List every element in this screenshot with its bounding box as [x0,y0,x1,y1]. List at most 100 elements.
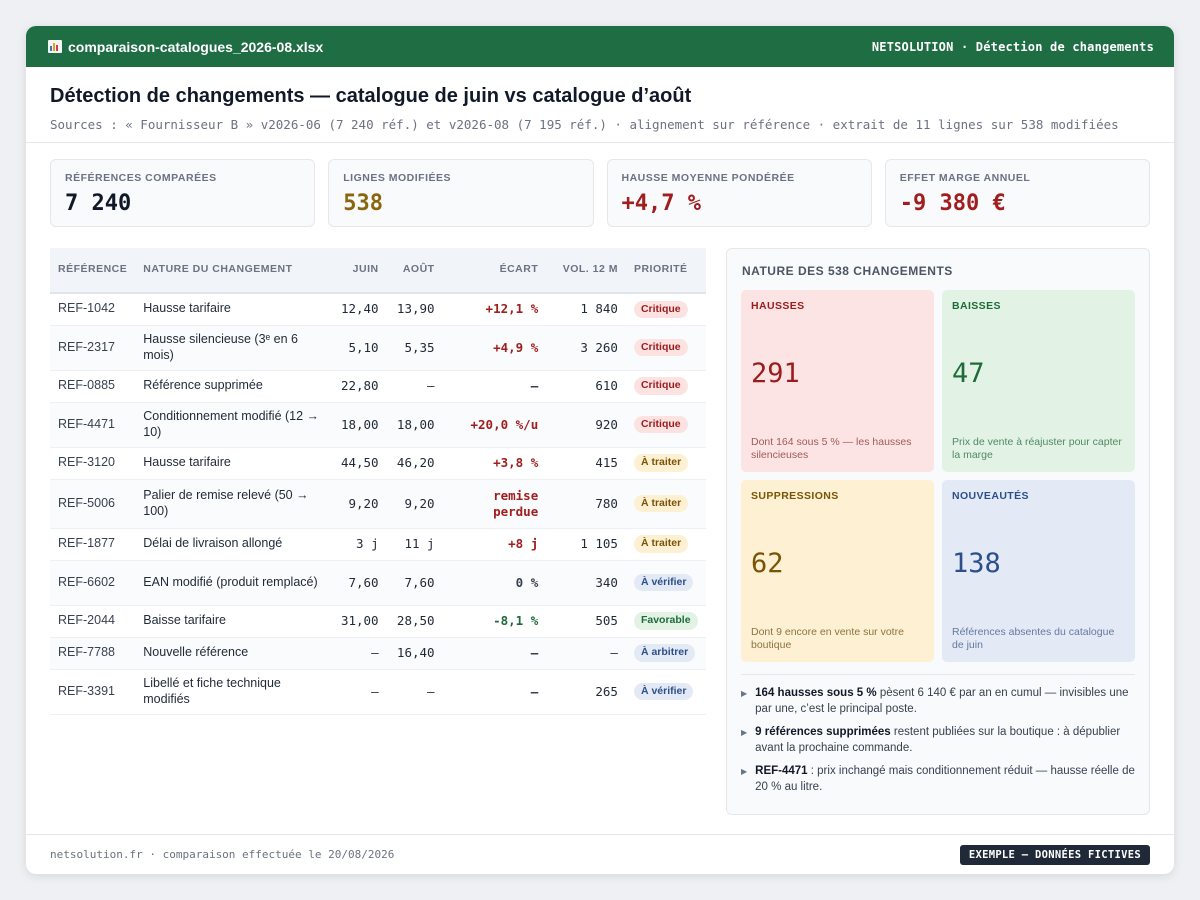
column-header-gap[interactable]: ÉCART [442,248,547,294]
priority-cell: À traiter [625,528,706,561]
note-rest: : prix inchangé mais conditionnement réd… [755,765,1135,794]
kpi-row: Références comparées 7 240 Lignes modifi… [50,159,1150,227]
gap-cell: — [442,637,547,670]
reference-cell: REF-5006 [50,479,136,529]
tile-value: 47 [952,358,985,389]
priority-badge[interactable]: À traiter [633,454,689,472]
priority-badge[interactable]: Critique [633,377,688,395]
august-value-cell: 5,35 [386,325,443,371]
table-row[interactable]: REF-1877 Délai de livraison allongé 3 j 11 … [50,528,706,561]
nature-cell: Délai de livraison allongé [135,528,331,561]
reference-cell: REF-2044 [50,605,136,638]
june-value-cell: 31,00 [330,605,387,638]
table-row[interactable]: REF-0885 Référence supprimée 22,80— —610 Cri… [50,370,706,403]
june-value-cell: 22,80 [330,370,387,403]
gap-cell: +20,0 %/u [442,402,547,448]
priority-badge[interactable]: Critique [633,338,688,357]
reference-cell: REF-1877 [50,528,136,561]
table-row[interactable]: REF-2044 Baisse tarifaire 31,00 28,50 -8,1 %… [50,605,706,638]
volume-cell: 3 260 [546,325,626,371]
gap-cell: +4,9 % [442,325,547,371]
priority-cell: Critique [625,293,706,326]
reference-cell: REF-6602 [50,560,136,606]
tile-note: Références absentes du catalogue de juin [952,625,1115,651]
note-highlight: 9 références supprimées [755,726,891,739]
priority-badge[interactable]: À arbitrer [633,644,696,662]
gap-cell: -8,1 % [442,605,547,638]
summary-tiles: HAUSSES 291 Dont 164 sous 5 % — les haus… [741,290,1135,662]
kpi-card-references: Références comparées 7 240 [50,159,316,227]
column-header-volume[interactable]: VOL. 12 M [546,248,626,294]
table-header-row: RÉFÉRENCE NATURE DU CHANGEMENT JUIN AOÛT… [50,248,706,294]
note-text: 164 hausses sous 5 % pèsent 6 140 € par … [755,685,1135,717]
priority-badge[interactable]: À vérifier [633,573,694,592]
volume-cell: 1 840 [546,293,626,326]
changes-table: RÉFÉRENCE NATURE DU CHANGEMENT JUIN AOÛT… [50,248,706,715]
column-header-june[interactable]: JUIN [330,248,387,294]
app-window: comparaison-catalogues_2026-08.xlsx NETS… [26,26,1174,874]
august-value-cell: 11 j [386,528,443,561]
tile-value: 138 [952,548,1001,579]
volume-cell: 415 [546,447,626,480]
tile-label: HAUSSES [751,300,805,312]
june-value-cell: 5,10 [330,325,387,371]
june-value-cell: 3 j [330,528,387,561]
august-value-cell: 13,90 [386,293,443,326]
priority-badge[interactable]: À traiter [633,494,689,513]
volume-cell: 920 [546,402,626,448]
volume-cell: 780 [546,479,626,529]
panel-title: NATURE DES 538 CHANGEMENTS [742,264,953,278]
page-footer: netsolution.fr · comparaison effectuée l… [26,834,1174,874]
nature-cell: Palier de remise relevé (50 → 100) [135,479,331,529]
tile-note: Dont 9 encore en vente sur votre boutiqu… [751,625,904,651]
priority-cell: À traiter [625,479,706,529]
kpi-card-modified-lines: Lignes modifiées 538 [328,159,594,227]
priority-cell: Critique [625,402,706,448]
column-header-priority[interactable]: PRIORITÉ [625,248,706,294]
gap-cell: — [442,370,547,403]
kpi-label: Hausse moyenne pondérée [621,172,795,184]
column-header-nature[interactable]: NATURE DU CHANGEMENT [135,248,331,294]
reference-cell: REF-3391 [50,669,136,715]
priority-badge[interactable]: Critique [633,415,688,434]
gap-cell: +8 j [442,528,547,561]
bullet-arrow-icon: ▶ [741,689,748,698]
table-row[interactable]: REF-4471 Conditionnement modifié (12 → 10… [50,402,706,448]
reference-cell: REF-7788 [50,637,136,670]
table-row[interactable]: REF-7788 Nouvelle référence —16,40— — À arbi… [50,637,706,670]
column-header-reference[interactable]: RÉFÉRENCE [50,248,136,294]
volume-cell: 610 [546,370,626,403]
june-value-cell: 7,60 [330,560,387,606]
priority-badge[interactable]: Critique [633,300,688,318]
gap-cell: +12,1 % [442,293,547,326]
kpi-label: Références comparées [65,172,217,184]
tile-label: NOUVEAUTÉS [952,490,1029,502]
priority-badge[interactable]: À vérifier [633,682,694,701]
table-row[interactable]: REF-3120 Hausse tarifaire 44,50 46,20 +3,8 %… [50,447,706,480]
june-value-cell: 12,40 [330,293,387,326]
kpi-label: Effet marge annuel [899,172,1031,184]
insight-note: ▶ 9 références supprimées restent publié… [741,724,1135,756]
gap-cell: +3,8 % [442,447,547,480]
sources-line: Sources : « Fournisseur B » v2026-06 (7 … [50,117,1119,132]
table-row[interactable]: REF-2317 Hausse silencieuse (3ᵉ en 6 mois… [50,325,706,371]
volume-cell: 265 [546,669,626,715]
kpi-value: +4,7 % [621,191,701,216]
priority-cell: À vérifier [625,560,706,606]
title-bar: comparaison-catalogues_2026-08.xlsx NETS… [26,26,1174,67]
nature-cell: Hausse tarifaire [135,293,331,326]
bullet-arrow-icon: ▶ [741,728,748,738]
priority-cell: Favorable [625,605,706,638]
insight-note: ▶ 164 hausses sous 5 % pèsent 6 140 € pa… [741,685,1135,717]
tile-decreases: BAISSES 47 Prix de vente à réajuster pou… [942,290,1135,472]
priority-badge[interactable]: Favorable [633,612,698,630]
table-row[interactable]: REF-5006 Palier de remise relevé (50 → 10… [50,479,706,529]
bullet-arrow-icon: ▶ [741,767,748,777]
note-text: 9 références supprimées restent publiées… [755,724,1135,756]
table-row[interactable]: REF-1042 Hausse tarifaire 12,40 13,90 +12,1 … [50,293,706,326]
table-row[interactable]: REF-6602 EAN modifié (produit remplacé) 7,… [50,560,706,606]
priority-badge[interactable]: À traiter [633,535,689,553]
column-header-august[interactable]: AOÛT [386,248,443,294]
table-row[interactable]: REF-3391 Libellé et fiche technique modif… [50,669,706,715]
gap-cell: remise perdue [442,479,547,529]
